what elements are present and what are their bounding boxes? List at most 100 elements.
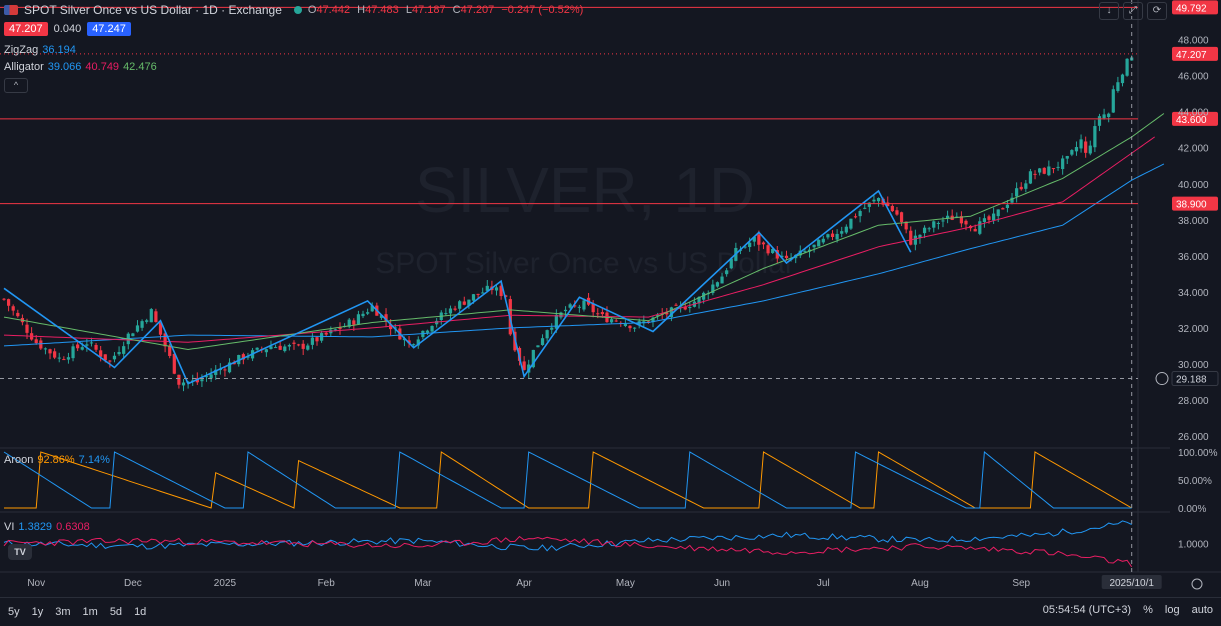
candle-body <box>1065 156 1069 159</box>
zigzag-line <box>3 189 912 385</box>
reset-icon[interactable]: ⟳ <box>1147 2 1167 20</box>
candle-body <box>752 236 756 242</box>
candle-body <box>499 285 503 297</box>
crosshair-date-label: 2025/10/1 <box>1109 578 1154 589</box>
price-tick-label: 30.000 <box>1178 360 1209 371</box>
alligator-legend[interactable]: Alligator 39.066 40.749 42.476 <box>4 61 157 73</box>
spread-value: 0.040 <box>53 23 82 35</box>
candle-body <box>425 330 430 333</box>
vi-legend[interactable]: VI 1.3829 0.6308 <box>4 521 90 533</box>
time-axis-label: Sep <box>1012 578 1030 589</box>
range-1y[interactable]: 1y <box>31 606 44 618</box>
crosshair-date-box <box>1101 575 1162 589</box>
candle-body <box>209 374 213 379</box>
candle-body <box>172 353 176 374</box>
candle-body <box>1093 126 1097 148</box>
candle-body <box>269 346 273 349</box>
level-label-box <box>1172 111 1218 126</box>
price-tick-label: 48.000 <box>1178 36 1209 47</box>
candle-body <box>821 238 825 243</box>
range-1d[interactable]: 1d <box>134 606 147 618</box>
ask-price[interactable]: 47.247 <box>87 22 131 36</box>
bottom-toolbar: 5y 1y 3m 1m 5d 1d 05:54:54 (UTC+3) % log… <box>0 597 1221 626</box>
collapse-legend-button[interactable]: ^ <box>4 78 28 93</box>
level-label: 38.900 <box>1176 200 1207 211</box>
candle-body <box>481 292 485 294</box>
candle-body <box>1088 145 1092 154</box>
ohlc-readout: O47.442 H47.483 L47.187 C47.207 −0.247 (… <box>307 4 584 16</box>
candle-body <box>435 320 439 325</box>
candle-body <box>246 356 250 358</box>
candle-body <box>665 312 669 315</box>
candle-body <box>62 359 66 361</box>
price-tick-label: 44.000 <box>1178 108 1209 119</box>
candle-body <box>80 347 84 350</box>
candle-body <box>43 348 48 350</box>
range-3m[interactable]: 3m <box>55 606 71 618</box>
last-price-label-box <box>1172 46 1218 61</box>
time-axis-label: Apr <box>516 578 532 589</box>
range-5y[interactable]: 5y <box>8 606 20 618</box>
candle-body <box>1038 168 1042 173</box>
symbol-title[interactable]: SPOT Silver Once vs US Dollar · 1D · Exc… <box>24 3 282 17</box>
aroon-legend[interactable]: Aroon 92.86% 7.14% <box>4 454 110 466</box>
candle-body <box>352 320 356 325</box>
candle-body <box>909 230 913 245</box>
candle-body <box>283 346 287 352</box>
tradingview-logo: TV <box>8 544 32 560</box>
candle-body <box>310 337 314 345</box>
candle-body <box>582 300 586 310</box>
candle-body <box>973 229 977 232</box>
candle-body <box>600 312 604 315</box>
candle-body <box>867 202 871 207</box>
candle-body <box>6 299 11 306</box>
candle-body <box>264 349 268 353</box>
clock-readout[interactable]: 05:54:54 (UTC+3) <box>1042 604 1132 616</box>
candle-body <box>306 345 310 350</box>
candle-body <box>158 322 163 335</box>
log-toggle[interactable]: log <box>1164 604 1180 616</box>
price-tick-label: 38.000 <box>1178 216 1209 227</box>
candle-body <box>1111 89 1115 113</box>
candle-body <box>204 376 209 378</box>
candle-body <box>688 307 692 309</box>
crosshair-price-box <box>1171 371 1219 387</box>
alligator-jaw-line <box>3 163 1165 347</box>
candle-body <box>1005 204 1010 209</box>
candle-body <box>1125 58 1129 76</box>
bid-price[interactable]: 47.207 <box>4 22 48 36</box>
candle-body <box>117 351 121 355</box>
candle-body <box>135 325 140 332</box>
candle-body <box>614 320 618 322</box>
price-tick-label: 34.000 <box>1178 288 1209 299</box>
candle-body <box>324 332 328 335</box>
candle-body <box>223 369 227 371</box>
move-down-icon[interactable]: ↓ <box>1099 2 1119 20</box>
candle-body <box>227 362 232 373</box>
candle-body <box>412 344 416 346</box>
candle-body <box>573 305 577 307</box>
range-5d[interactable]: 5d <box>109 606 123 618</box>
candle-body <box>1056 166 1060 168</box>
price-tick-label: 26.000 <box>1178 432 1209 443</box>
candle-body <box>154 311 158 322</box>
crosshair-price-label: 29.188 <box>1176 375 1207 386</box>
candle-body <box>964 220 968 225</box>
maximize-icon[interactable]: ⤢ <box>1123 2 1143 20</box>
time-axis-label: Nov <box>27 578 45 589</box>
candle-body <box>651 317 655 323</box>
price-tick-label: 40.000 <box>1178 180 1209 191</box>
candle-body <box>978 221 982 234</box>
price-tick-label: 32.000 <box>1178 324 1209 335</box>
candle-body <box>389 324 393 330</box>
candle-body <box>1074 147 1079 152</box>
candle-body <box>99 350 103 357</box>
candle-body <box>1107 113 1111 118</box>
range-1m[interactable]: 1m <box>82 606 98 618</box>
zigzag-legend[interactable]: ZigZag 36.194 <box>4 44 76 56</box>
time-axis-label: Dec <box>124 578 142 589</box>
percent-toggle[interactable]: % <box>1143 604 1153 616</box>
candle-body <box>853 216 858 218</box>
auto-toggle[interactable]: auto <box>1191 604 1213 616</box>
